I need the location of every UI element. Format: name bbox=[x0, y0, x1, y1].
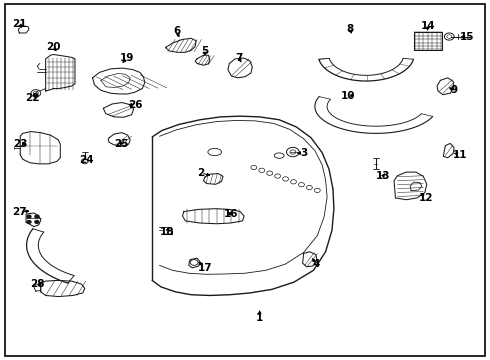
Text: 2: 2 bbox=[197, 168, 205, 178]
Text: 27: 27 bbox=[12, 207, 26, 217]
Text: 13: 13 bbox=[375, 171, 390, 181]
Text: 17: 17 bbox=[197, 263, 212, 273]
Text: 7: 7 bbox=[236, 53, 243, 63]
Text: 18: 18 bbox=[160, 227, 174, 237]
Circle shape bbox=[35, 221, 39, 224]
Circle shape bbox=[27, 221, 31, 224]
Text: 23: 23 bbox=[13, 139, 27, 149]
Circle shape bbox=[27, 215, 31, 218]
Text: 19: 19 bbox=[120, 53, 134, 63]
Text: 1: 1 bbox=[256, 313, 263, 323]
Text: 25: 25 bbox=[115, 139, 129, 149]
Text: 6: 6 bbox=[173, 26, 180, 36]
Text: 14: 14 bbox=[421, 21, 436, 31]
Text: 20: 20 bbox=[46, 42, 61, 52]
Text: 5: 5 bbox=[201, 46, 209, 56]
Text: 12: 12 bbox=[418, 193, 433, 203]
Text: 16: 16 bbox=[224, 209, 239, 219]
Circle shape bbox=[35, 215, 39, 218]
Text: 4: 4 bbox=[312, 259, 319, 269]
Text: 22: 22 bbox=[25, 93, 40, 103]
Bar bbox=[414, 32, 442, 50]
Text: 15: 15 bbox=[460, 32, 475, 41]
Text: 26: 26 bbox=[128, 100, 142, 110]
Text: 8: 8 bbox=[346, 24, 354, 35]
Text: 24: 24 bbox=[79, 155, 94, 165]
Text: 10: 10 bbox=[341, 91, 355, 101]
Text: 21: 21 bbox=[12, 19, 26, 29]
Text: 9: 9 bbox=[451, 85, 458, 95]
Text: 28: 28 bbox=[30, 279, 45, 289]
Text: 11: 11 bbox=[453, 150, 467, 160]
Text: 3: 3 bbox=[300, 148, 307, 158]
